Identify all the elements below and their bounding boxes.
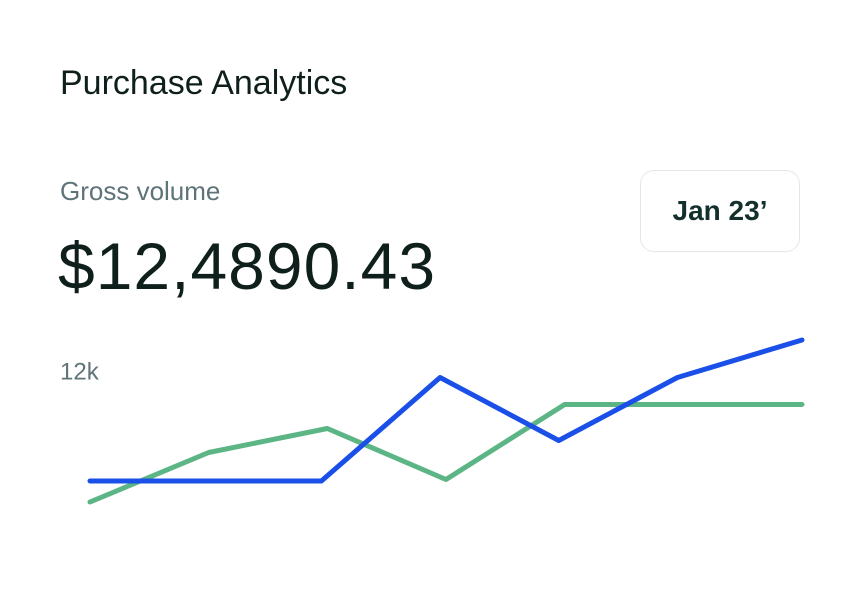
subtitle: Gross volume	[60, 176, 221, 206]
y-tick-label: 12k	[60, 358, 100, 385]
series-line	[87, 402, 805, 505]
amount: $12,4890.43	[58, 229, 437, 303]
period-button[interactable]: Jan 23’	[640, 170, 800, 252]
card-title: Purchase Analytics	[60, 64, 348, 102]
series-line	[87, 337, 805, 484]
